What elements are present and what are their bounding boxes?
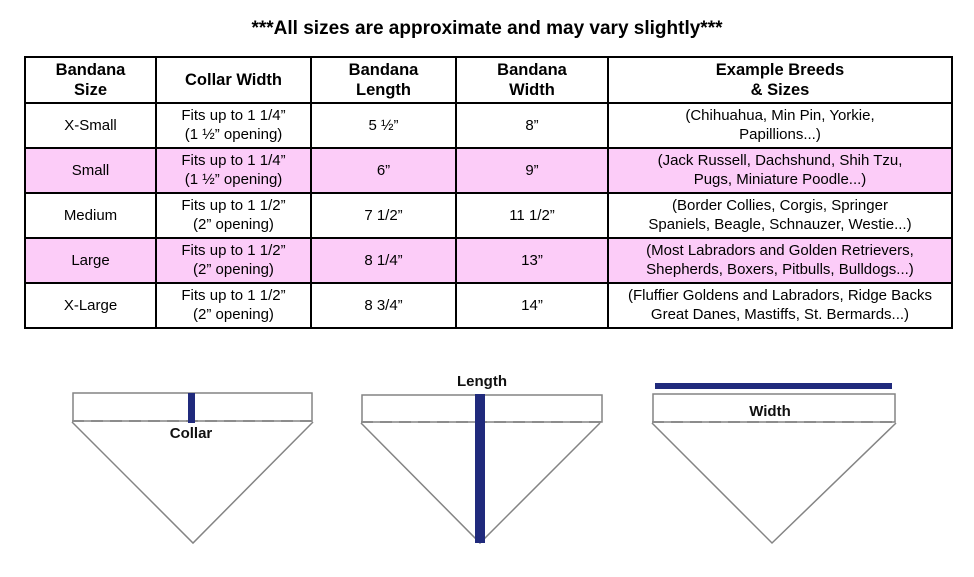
cell-size: Medium <box>24 192 157 240</box>
table-row-x-small: X-Small Fits up to 1 1/4” (1 ½” opening)… <box>24 102 953 150</box>
column-header-bandana-size: Bandana Size <box>24 55 157 105</box>
collar-diagram: Collar <box>71 392 314 545</box>
cell-bandana-width: 8” <box>455 102 609 150</box>
width-bar <box>655 383 892 389</box>
cell-bandana-length: 7 1/2” <box>310 192 457 240</box>
cell-bandana-width: 13” <box>455 237 609 285</box>
size-chart-table: Bandana Size Collar Width Bandana Length… <box>24 55 953 330</box>
column-header-collar-width: Collar Width <box>155 55 312 105</box>
cell-bandana-length: 5 ½” <box>310 102 457 150</box>
cell-size: X-Large <box>24 282 157 330</box>
table-row-small: Small Fits up to 1 1/4” (1 ½” opening) 6… <box>24 147 953 195</box>
header-row: Bandana Size Collar Width Bandana Length… <box>24 55 953 105</box>
cell-bandana-length: 8 1/4” <box>310 237 457 285</box>
cell-collar-width: Fits up to 1 1/2” (2” opening) <box>155 192 312 240</box>
cell-bandana-width: 11 1/2” <box>455 192 609 240</box>
cell-collar-width: Fits up to 1 1/2” (2” opening) <box>155 282 312 330</box>
cell-collar-width: Fits up to 1 1/4” (1 ½” opening) <box>155 147 312 195</box>
collar-bar <box>188 393 195 423</box>
cell-example-breeds: (Border Collies, Corgis, Springer Spanie… <box>607 192 953 240</box>
cell-collar-width: Fits up to 1 1/4” (1 ½” opening) <box>155 102 312 150</box>
length-label: Length <box>457 373 507 390</box>
bandana-triangle-outline <box>651 422 897 545</box>
column-header-example-breeds: Example Breeds & Sizes <box>607 55 953 105</box>
column-header-bandana-width: Bandana Width <box>455 55 609 105</box>
column-header-bandana-length: Bandana Length <box>310 55 457 105</box>
cell-bandana-length: 8 3/4” <box>310 282 457 330</box>
cell-size: Large <box>24 237 157 285</box>
width-diagram: Width <box>651 383 897 545</box>
cell-example-breeds: (Most Labradors and Golden Retrievers, S… <box>607 237 953 285</box>
table-row-large: Large Fits up to 1 1/2” (2” opening) 8 1… <box>24 237 953 285</box>
cell-collar-width: Fits up to 1 1/2” (2” opening) <box>155 237 312 285</box>
page-title: ***All sizes are approximate and may var… <box>251 18 723 39</box>
cell-bandana-width: 9” <box>455 147 609 195</box>
cell-example-breeds: (Fluffier Goldens and Labradors, Ridge B… <box>607 282 953 330</box>
cell-example-breeds: (Jack Russell, Dachshund, Shih Tzu, Pugs… <box>607 147 953 195</box>
collar-label: Collar <box>170 425 213 442</box>
length-diagram: Length <box>360 373 603 545</box>
cell-size: X-Small <box>24 102 157 150</box>
cell-bandana-length: 6” <box>310 147 457 195</box>
table-row-x-large: X-Large Fits up to 1 1/2” (2” opening) 8… <box>24 282 953 330</box>
bandana-triangle-outline <box>71 421 314 545</box>
cell-size: Small <box>24 147 157 195</box>
width-label: Width <box>749 403 791 420</box>
length-bar <box>475 394 485 543</box>
cell-bandana-width: 14” <box>455 282 609 330</box>
cell-example-breeds: (Chihuahua, Min Pin, Yorkie, Papillions.… <box>607 102 953 150</box>
table-row-medium: Medium Fits up to 1 1/2” (2” opening) 7 … <box>24 192 953 240</box>
